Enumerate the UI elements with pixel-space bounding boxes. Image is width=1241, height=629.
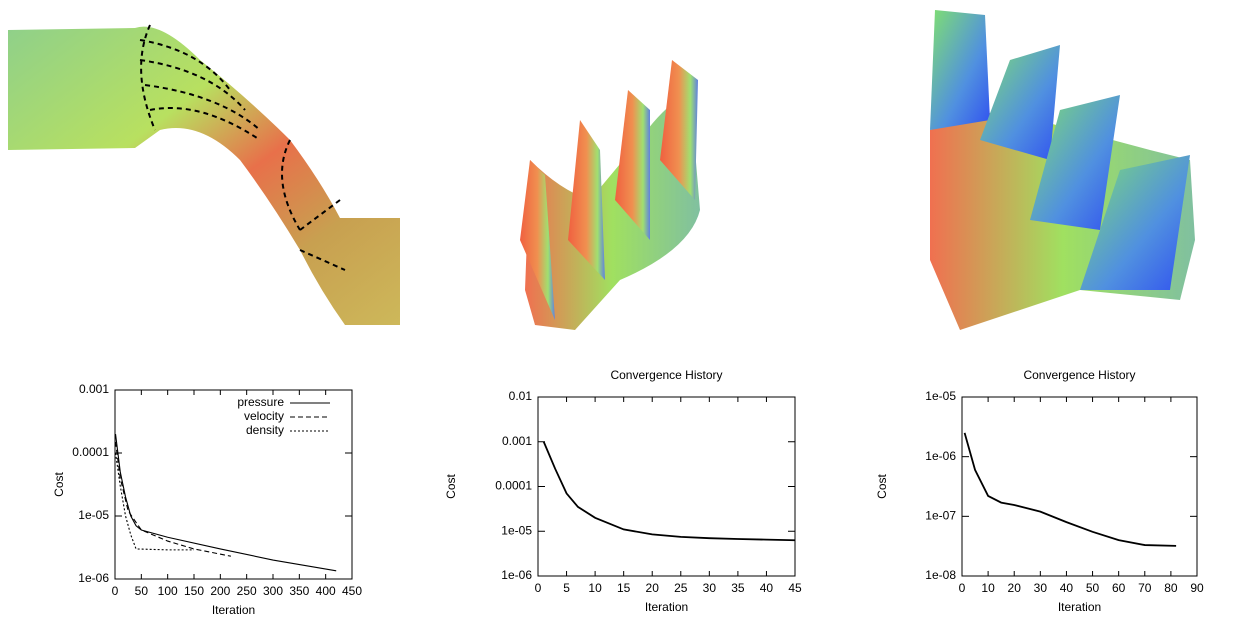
- series-line: [114, 452, 194, 551]
- chart-title: Convergence History: [610, 368, 722, 382]
- x-tick-label: 5: [563, 581, 570, 595]
- y-tick-label: 1e-08: [925, 568, 956, 582]
- y-tick-label: 1e-05: [925, 389, 956, 403]
- y-tick-label: 1e-06: [925, 449, 956, 463]
- x-tick-label: 40: [1060, 581, 1074, 595]
- series-line: [963, 432, 1177, 547]
- x-tick-label: 15: [617, 581, 631, 595]
- x-tick-label: 350: [289, 584, 309, 598]
- x-tick-label: 25: [674, 581, 688, 595]
- x-tick-label: 40: [760, 581, 774, 595]
- y-tick-label: 1e-07: [925, 509, 956, 523]
- x-tick-label: 70: [1138, 581, 1152, 595]
- y-tick-label: 1e-06: [501, 568, 532, 582]
- x-tick-label: 150: [184, 584, 204, 598]
- x-axis-label: Iteration: [1058, 600, 1101, 614]
- x-tick-label: 10: [588, 581, 602, 595]
- x-tick-label: 0: [959, 581, 966, 595]
- x-axis-label: Iteration: [212, 603, 255, 617]
- y-axis-label: Cost: [444, 474, 458, 499]
- y-tick-label: 1e-05: [501, 523, 532, 537]
- y-tick-label: 0.01: [509, 389, 533, 403]
- blade-row-image: [520, 60, 700, 330]
- y-tick-label: 0.0001: [72, 445, 109, 459]
- x-tick-label: 90: [1190, 581, 1204, 595]
- x-tick-label: 300: [263, 584, 283, 598]
- legend-label: velocity: [244, 409, 284, 423]
- x-tick-label: 80: [1164, 581, 1178, 595]
- series-line: [114, 441, 231, 557]
- x-tick-label: 100: [158, 584, 178, 598]
- x-axis-label: Iteration: [645, 600, 688, 614]
- chart-title: Convergence History: [1023, 368, 1135, 382]
- series-line: [542, 441, 796, 542]
- x-tick-label: 0: [535, 581, 542, 595]
- x-tick-label: 60: [1112, 581, 1126, 595]
- x-tick-label: 45: [788, 581, 802, 595]
- y-axis-label: Cost: [52, 472, 66, 497]
- x-tick-label: 35: [731, 581, 745, 595]
- legend-label: pressure: [237, 395, 284, 409]
- series-line: [114, 433, 337, 572]
- y-tick-label: 0.001: [79, 382, 109, 396]
- x-tick-label: 20: [1008, 581, 1022, 595]
- plot-frame: [961, 396, 1198, 577]
- y-tick-label: 0.0001: [495, 479, 532, 493]
- x-tick-label: 400: [316, 584, 336, 598]
- plot-frame: [537, 396, 796, 577]
- x-tick-label: 50: [1086, 581, 1100, 595]
- x-tick-label: 30: [703, 581, 717, 595]
- x-tick-label: 20: [646, 581, 660, 595]
- legend-label: density: [246, 423, 284, 437]
- x-tick-label: 0: [112, 584, 119, 598]
- y-tick-label: 0.001: [502, 434, 532, 448]
- blade-wheel-image: [930, 10, 1195, 330]
- x-tick-label: 450: [342, 584, 362, 598]
- x-tick-label: 250: [237, 584, 257, 598]
- x-tick-label: 30: [1034, 581, 1048, 595]
- x-tick-label: 200: [210, 584, 230, 598]
- y-axis-label: Cost: [875, 474, 889, 499]
- plot-frame: [114, 389, 353, 580]
- duct-image: [8, 24, 400, 326]
- x-tick-label: 50: [135, 584, 149, 598]
- y-tick-label: 1e-05: [78, 508, 109, 522]
- x-tick-label: 10: [981, 581, 995, 595]
- y-tick-label: 1e-06: [78, 571, 109, 585]
